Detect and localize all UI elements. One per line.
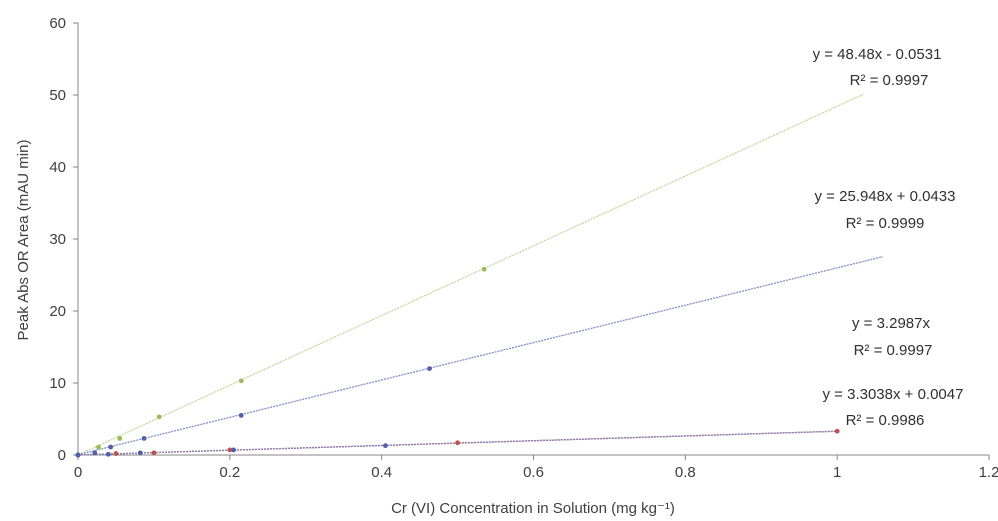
y-tick-label: 30: [49, 231, 66, 248]
r2-label-2: R² = 0.9999: [846, 215, 925, 232]
data-point-series-3: [455, 440, 460, 446]
data-point-series-3: [151, 450, 157, 456]
data-point-series-4: [383, 443, 388, 449]
equation-label-3: y = 3.3038x + 0.0047: [823, 386, 964, 403]
data-point-series-1: [117, 436, 123, 441]
data-point-series-1: [156, 414, 162, 420]
annotation-series-4: y = 3.2987x R² = 0.9997: [852, 315, 932, 359]
r2-label-4: R² = 0.9997: [854, 342, 933, 359]
y-tick-label: 60: [49, 15, 66, 32]
x-tick-label: 0.4: [371, 464, 392, 481]
annotation-series-2: y = 25.948x + 0.0433 R² = 0.9999: [815, 188, 956, 232]
data-point-series-3: [834, 428, 840, 434]
equation-label-1: y = 48.48x - 0.0531: [813, 46, 942, 63]
y-tick-label: 20: [49, 303, 66, 320]
x-tick-label: 0: [74, 464, 82, 481]
equation-label-4: y = 3.2987x: [852, 315, 930, 332]
y-tick-label: 50: [49, 87, 66, 104]
data-point-series-2: [92, 450, 98, 456]
r2-label-1: R² = 0.9997: [850, 72, 929, 89]
y-tick-label: 40: [49, 159, 66, 176]
data-points: [75, 266, 840, 458]
data-point-series-4: [105, 451, 111, 457]
x-tick-label: 0.2: [219, 464, 240, 481]
data-point-series-2: [427, 366, 432, 371]
data-point-series-1: [481, 266, 487, 272]
annotation-series-1: y = 48.48x - 0.0531 R² = 0.9997: [813, 46, 942, 89]
annotation-series-3: y = 3.3038x + 0.0047 R² = 0.9986: [823, 386, 964, 429]
equation-label-2: y = 25.948x + 0.0433: [815, 188, 956, 205]
data-point-series-2: [141, 436, 147, 441]
x-axis-title: Cr (VI) Concentration in Solution (mg kg…: [391, 500, 675, 517]
data-point-series-4: [75, 452, 81, 458]
x-tick-label: 1.2: [979, 464, 998, 481]
x-tick-label: 0.6: [523, 464, 544, 481]
trendline-series-2: [77, 256, 883, 456]
trendline-series-1: [77, 93, 865, 456]
x-tick-label: 0.8: [675, 464, 696, 481]
data-point-series-3: [113, 451, 119, 456]
data-point-series-4: [231, 447, 237, 453]
axis-ticks: 0 0.2 0.4 0.6 0.8 1 1.2 0 10 20 30 40 50 60: [49, 15, 998, 481]
data-point-series-4: [137, 450, 143, 456]
r2-label-3: R² = 0.9986: [846, 412, 925, 429]
data-point-series-3: [227, 447, 233, 453]
data-point-series-2: [238, 413, 244, 418]
y-tick-label: 0: [58, 447, 66, 464]
trendlines: [77, 93, 883, 456]
x-tick-label: 1: [833, 464, 841, 481]
y-tick-label: 10: [49, 375, 66, 392]
y-axis-title: Peak Abs OR Area (mAU min): [15, 140, 32, 341]
data-point-series-1: [96, 444, 101, 450]
data-point-series-1: [238, 378, 244, 384]
data-point-series-2: [108, 444, 114, 450]
